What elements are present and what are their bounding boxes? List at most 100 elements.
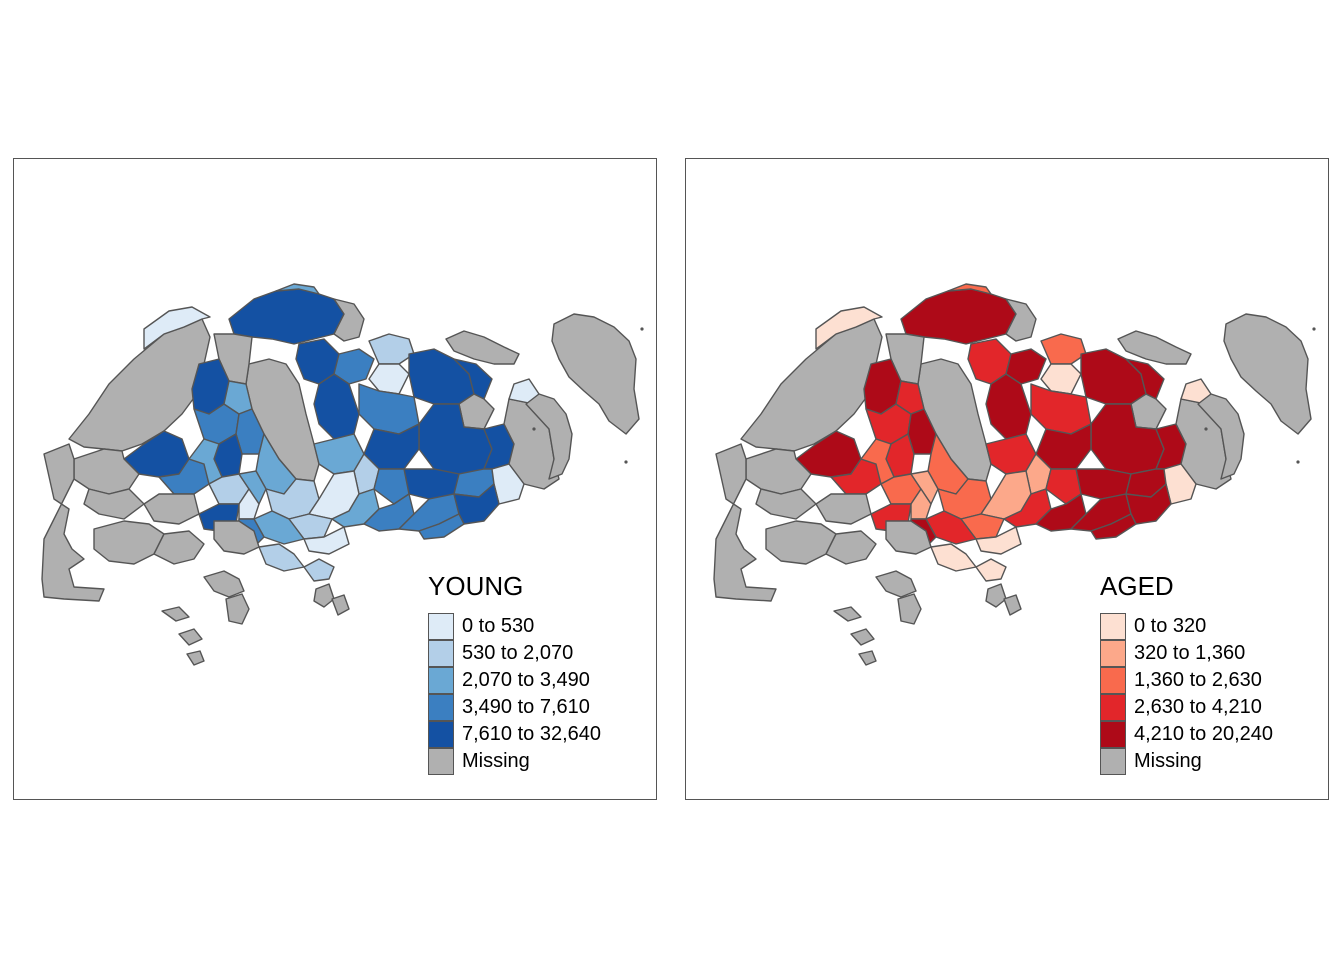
zone-missing xyxy=(1223,313,1312,435)
legend-swatch xyxy=(428,694,454,721)
legend-item: 3,490 to 7,610 xyxy=(428,694,601,721)
zone-missing xyxy=(41,443,105,602)
zone-missing xyxy=(93,520,165,565)
zone-missing xyxy=(1197,393,1245,480)
zone-missing xyxy=(213,520,260,555)
zone-missing xyxy=(740,318,883,452)
legend-item: 1,360 to 2,630 xyxy=(1100,667,1273,694)
zone-missing xyxy=(985,583,1007,608)
islet-dot xyxy=(624,460,628,464)
planning-zone xyxy=(930,543,977,572)
legend-label: 7,610 to 32,640 xyxy=(462,723,602,745)
planning-zone xyxy=(303,558,335,582)
planning-zone xyxy=(275,283,320,295)
legend-title: AGED xyxy=(1100,571,1174,601)
zone-missing xyxy=(83,488,145,520)
zone-missing xyxy=(1005,298,1037,342)
legend-swatch xyxy=(428,721,454,748)
zone-missing xyxy=(897,593,922,625)
planning-zone xyxy=(975,526,1022,555)
islet-dot xyxy=(532,427,536,431)
planning-zone xyxy=(895,380,925,415)
planning-zone xyxy=(947,283,992,295)
planning-zone xyxy=(975,558,1007,582)
legend-label: 320 to 1,360 xyxy=(1134,642,1246,664)
zone-missing xyxy=(143,493,200,525)
zone-missing xyxy=(445,330,520,365)
planning-zone xyxy=(303,526,350,555)
islet-dot xyxy=(1204,427,1208,431)
zone-missing xyxy=(1003,594,1022,616)
legend-item: 0 to 530 xyxy=(428,613,601,640)
legend-label: Missing xyxy=(1134,750,1202,772)
legend-item: 7,610 to 32,640 xyxy=(428,721,601,748)
legend-young: YOUNG 0 to 530 530 to 2,070 2,070 to 3,490… xyxy=(428,571,601,775)
legend-swatch xyxy=(1100,748,1126,775)
planning-zone xyxy=(1080,348,1147,405)
islet-dot xyxy=(1312,327,1316,331)
legend-label: 1,360 to 2,630 xyxy=(1134,669,1262,691)
legend-item: Missing xyxy=(1100,748,1273,775)
legend-swatch xyxy=(1100,667,1126,694)
planning-zone xyxy=(1040,333,1087,365)
zone-missing xyxy=(186,650,205,666)
planning-zone xyxy=(408,348,475,405)
zone-missing xyxy=(331,594,350,616)
choropleth-map-young xyxy=(41,283,644,666)
legend-label: 0 to 320 xyxy=(1134,615,1207,637)
planning-zone xyxy=(368,333,415,365)
planning-zone xyxy=(815,306,883,350)
zone-missing xyxy=(225,593,250,625)
zone-missing xyxy=(833,606,862,622)
choropleth-map-aged xyxy=(713,283,1316,666)
legend-swatch xyxy=(1100,613,1126,640)
legend-label: 0 to 530 xyxy=(462,615,535,637)
legend-item: 4,210 to 20,240 xyxy=(1100,721,1273,748)
zone-missing xyxy=(161,606,190,622)
zone-missing xyxy=(68,318,211,452)
legend-swatch xyxy=(428,640,454,667)
legend-swatch xyxy=(428,748,454,775)
legend-label: 2,630 to 4,210 xyxy=(1134,696,1262,718)
legend-swatch xyxy=(1100,640,1126,667)
legend-label: 4,210 to 20,240 xyxy=(1134,723,1274,745)
legend-item: 2,630 to 4,210 xyxy=(1100,694,1273,721)
planning-zone xyxy=(188,438,223,485)
zone-missing xyxy=(745,448,812,495)
zone-missing xyxy=(1117,330,1192,365)
zone-missing xyxy=(815,493,872,525)
planning-zone xyxy=(910,470,939,505)
legend-item: Missing xyxy=(428,748,601,775)
zone-missing xyxy=(313,583,335,608)
legend-item: 530 to 2,070 xyxy=(428,640,601,667)
legend-aged: AGED 0 to 320 320 to 1,360 1,360 to 2,630 2… xyxy=(1100,571,1273,775)
zone-missing xyxy=(755,488,817,520)
planning-zone xyxy=(238,470,267,505)
planning-zone xyxy=(1003,488,1052,528)
zone-missing xyxy=(713,443,777,602)
zone-missing xyxy=(875,570,917,598)
legend-label: 3,490 to 7,610 xyxy=(462,696,590,718)
planning-zone xyxy=(1035,493,1087,532)
legend-swatch xyxy=(428,613,454,640)
legend-label: 2,070 to 3,490 xyxy=(462,669,590,691)
legend-swatch xyxy=(428,667,454,694)
zone-missing xyxy=(203,570,245,598)
legend-label: 530 to 2,070 xyxy=(462,642,574,664)
islet-dot xyxy=(640,327,644,331)
legend-title: YOUNG xyxy=(428,571,524,601)
zone-missing xyxy=(153,530,205,565)
map-panel-aged: AGED 0 to 320 320 to 1,360 1,360 to 2,630 2… xyxy=(685,158,1329,800)
planning-zone xyxy=(363,493,415,532)
zone-missing xyxy=(858,650,877,666)
legend-label: Missing xyxy=(462,750,530,772)
planning-zone xyxy=(418,513,465,540)
planning-zone xyxy=(143,306,211,350)
planning-zone xyxy=(860,438,895,485)
legend-swatch xyxy=(1100,694,1126,721)
planning-zone xyxy=(1090,513,1137,540)
map-panel-young: YOUNG 0 to 530 530 to 2,070 2,070 to 3,490… xyxy=(13,158,657,800)
planning-zone xyxy=(258,543,305,572)
zone-missing xyxy=(178,628,203,646)
zone-missing xyxy=(333,298,365,342)
